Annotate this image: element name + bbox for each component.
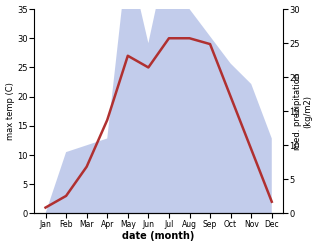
Y-axis label: max temp (C): max temp (C) bbox=[5, 82, 15, 140]
Y-axis label: med. precipitation
(kg/m2): med. precipitation (kg/m2) bbox=[293, 73, 313, 150]
X-axis label: date (month): date (month) bbox=[122, 231, 195, 242]
